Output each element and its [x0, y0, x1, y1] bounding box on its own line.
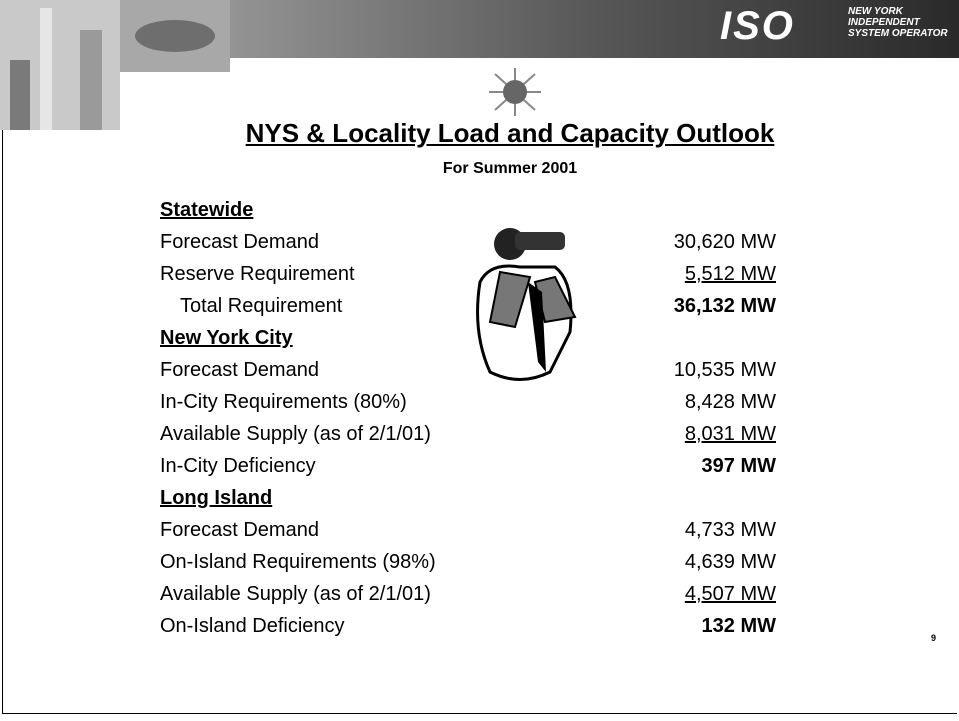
logo-line: SYSTEM OPERATOR	[848, 28, 948, 39]
data-row: Forecast Demand 4,733 MW	[160, 519, 776, 551]
binoculars	[515, 232, 565, 250]
data-row: Reserve Requirement 5,512 MW	[160, 263, 776, 295]
binocular-man	[476, 228, 577, 381]
row-label: Reserve Requirement	[160, 263, 355, 285]
row-value: 5,512 MW	[684, 263, 776, 285]
arm	[533, 275, 577, 324]
row-label: Available Supply (as of 2/1/01)	[160, 583, 431, 605]
row-label: In-City Requirements (80%)	[160, 391, 407, 413]
row-label: On-Island Deficiency	[160, 615, 345, 637]
row-value: 4,733 MW	[684, 519, 776, 541]
data-row: Available Supply (as of 2/1/01) 4,507 MW	[160, 583, 776, 615]
slide-title: NYS & Locality Load and Capacity Outlook	[245, 118, 775, 148]
row-value: 8,031 MW	[684, 423, 776, 445]
row-label: On-Island Requirements (98%)	[160, 551, 436, 573]
section-row: Statewide	[160, 199, 776, 231]
arm	[488, 270, 532, 329]
row-label: Available Supply (as of 2/1/01)	[160, 423, 431, 445]
data-row: Available Supply (as of 2/1/01) 8,031 MW	[160, 423, 776, 455]
section-row: Long Island	[160, 487, 776, 519]
row-label: Forecast Demand	[160, 519, 319, 541]
slide-subtitle: For Summer 2001	[442, 160, 578, 177]
row-value: 132 MW	[701, 615, 776, 637]
section-heading: Statewide	[160, 199, 254, 221]
building	[80, 30, 102, 130]
row-value: 4,639 MW	[684, 551, 776, 573]
section-heading: New York City	[160, 327, 293, 349]
building	[10, 60, 30, 130]
section-row: New York City	[160, 327, 776, 359]
logo-text: NEW YORK INDEPENDENT SYSTEM OPERATOR	[848, 6, 948, 39]
row-value: 397 MW	[701, 455, 776, 477]
row-label: Total Requirement	[180, 295, 343, 317]
row-label: Forecast Demand	[160, 231, 319, 253]
data-row: In-City Deficiency 397 MW	[160, 455, 776, 487]
data-row: Forecast Demand 10,535 MW	[160, 359, 776, 391]
data-row: In-City Requirements (80%) 8,428 MW	[160, 391, 776, 423]
row-value: 8,428 MW	[684, 391, 776, 413]
row-label: Forecast Demand	[160, 359, 319, 381]
data-row: On-Island Deficiency 132 MW	[160, 615, 776, 647]
logo-line: NEW YORK	[848, 6, 903, 17]
section-heading: Long Island	[160, 487, 273, 509]
sun-icon	[489, 68, 541, 116]
landscape-shape	[135, 20, 215, 52]
logo-mark: ISO	[720, 4, 795, 48]
logo-line: INDEPENDENT	[848, 17, 920, 28]
row-label: In-City Deficiency	[160, 455, 316, 477]
header-photos	[0, 0, 230, 130]
sun-disc	[503, 80, 527, 104]
tie	[528, 282, 546, 372]
row-value: 4,507 MW	[684, 583, 776, 605]
data-row: On-Island Requirements (98%) 4,639 MW	[160, 551, 776, 583]
page-number: 9	[931, 633, 937, 643]
building	[40, 8, 52, 130]
data-row: Total Requirement 36,132 MW	[160, 295, 776, 327]
row-value: 10,535 MW	[673, 359, 776, 381]
data-row: Forecast Demand 30,620 MW	[160, 231, 776, 263]
row-value: 36,132 MW	[673, 295, 776, 317]
row-value: 30,620 MW	[673, 231, 776, 253]
